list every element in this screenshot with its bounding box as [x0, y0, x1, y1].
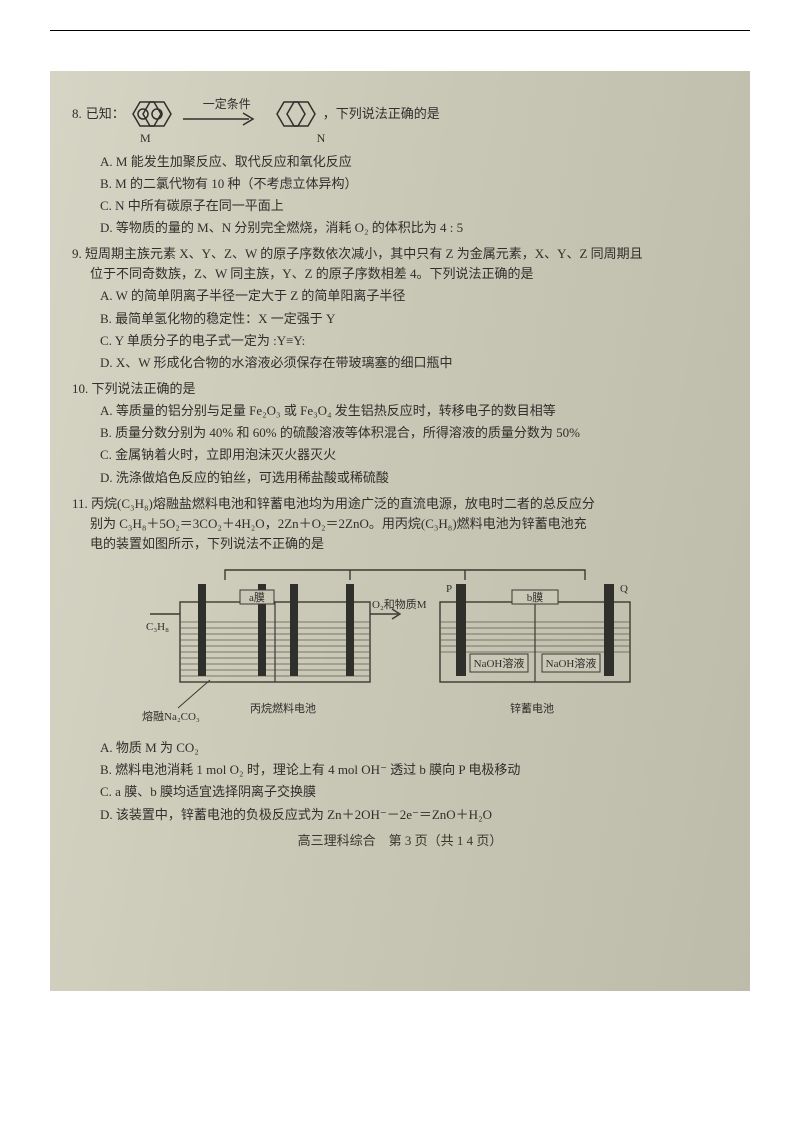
label-right-title: 锌蓄电池 — [510, 701, 554, 715]
top-rule — [50, 30, 750, 31]
question-11: 11. 丙烷(C₃H₈)熔融盐燃料电池和锌蓄电池均为用途广泛的直流电源，放电时二… — [72, 494, 728, 825]
q10-stem-row: 10. 下列说法正确的是 — [72, 379, 728, 399]
q11-stem-row1: 11. 丙烷(C₃H₈)熔融盐燃料电池和锌蓄电池均为用途广泛的直流电源，放电时二… — [72, 494, 728, 514]
label-a-membrane: a膜 — [249, 591, 265, 604]
label-c3h8: C₃H₈ — [146, 621, 169, 633]
q11-optC: C. a 膜、b 膜均适宜选择阴离子交换膜 — [100, 782, 728, 802]
q11-optD: D. 该装置中，锌蓄电池的负极反应式为 Zn＋2OH⁻－2e⁻＝ZnO＋H₂O — [100, 805, 728, 825]
q11-optB: B. 燃料电池消耗 1 mol O₂ 时，理论上有 4 mol OH⁻ 透过 b… — [100, 760, 728, 780]
q10-optB: B. 质量分数分别为 40% 和 60% 的硫酸溶液等体积混合，所得溶液的质量分… — [100, 423, 728, 443]
q8-optB: B. M 的二氯代物有 10 种（不考虑立体异构） — [100, 174, 728, 194]
q8-label-m: M — [140, 129, 151, 148]
q8-optC: C. N 中所有碳原子在同一平面上 — [100, 196, 728, 216]
q9-stem: 9. 短周期主族元素 X、Y、Z、W 的原子序数依次减小，其中只有 Z 为金属元… — [72, 244, 728, 264]
question-8: 8. 已知： 一定条件 — [72, 97, 728, 238]
question-10: 10. 下列说法正确的是 A. 等质量的铝分别与足量 Fe₂O₃ 或 Fe₃O₄… — [72, 379, 728, 488]
label-naoh-l: NaOH溶液 — [474, 656, 525, 670]
q9-stem2: 位于不同奇数族，Z、W 同主族，Y、Z 的原子序数相差 4。下列说法正确的是 — [72, 264, 728, 284]
scanned-page: 8. 已知： 一定条件 — [50, 71, 750, 991]
naphthalene-icon — [129, 97, 175, 131]
label-left-title: 丙烷燃料电池 — [250, 701, 316, 715]
q11-stem2: 别为 C₃H₈＋5O₂＝3CO₂＋4H₂O，2Zn＋O₂＝2ZnO。用丙烷(C₃… — [72, 514, 728, 534]
q11-optA: A. 物质 M 为 CO₂ — [100, 738, 728, 758]
label-p: P — [446, 583, 452, 595]
label-b-membrane: b膜 — [527, 591, 544, 604]
q8-arrow-label: 一定条件 — [203, 95, 251, 114]
q9-optC: C. Y 单质分子的电子式一定为 :Y≡Y: — [100, 331, 728, 351]
page-frame: 8. 已知： 一定条件 — [0, 0, 800, 1132]
q9-number: 9. — [72, 246, 82, 261]
q11-stem1: 丙烷(C₃H₈)熔融盐燃料电池和锌蓄电池均为用途广泛的直流电源，放电时二者的总反… — [91, 496, 595, 511]
q8-lead-pre: 已知： — [86, 104, 125, 124]
q9-stem1: 短周期主族元素 X、Y、Z、W 的原子序数依次减小，其中只有 Z 为金属元素，X… — [85, 246, 643, 261]
q8-optA: A. M 能发生加聚反应、取代反应和氧化反应 — [100, 152, 728, 172]
decalin-icon — [273, 97, 319, 131]
q10-number: 10. — [72, 381, 88, 396]
page-footer: 高三理科综合 第 3 页（共 1 4 页） — [72, 831, 728, 851]
q8-number: 8. — [72, 104, 82, 124]
q10-optD: D. 洗涤做焰色反应的铂丝，可选用稀盐酸或稀硫酸 — [100, 468, 728, 488]
q9-optD: D. X、W 形成化合物的水溶液必须保存在带玻璃塞的细口瓶中 — [100, 353, 728, 373]
label-o2m: O₂和物质M — [372, 597, 427, 611]
question-9: 9. 短周期主族元素 X、Y、Z、W 的原子序数依次减小，其中只有 Z 为金属元… — [72, 244, 728, 373]
q10-stem: 下列说法正确的是 — [92, 381, 196, 396]
q8-optD: D. 等物质的量的 M、N 分别完全燃烧，消耗 O₂ 的体积比为 4 : 5 — [100, 218, 728, 238]
q11-stem3: 电的装置如图所示，下列说法不正确的是 — [72, 534, 728, 554]
q8-lead-post: ，下列说法正确的是 — [323, 104, 440, 124]
q9-optA: A. W 的简单阴离子半径一定大于 Z 的简单阳离子半径 — [100, 286, 728, 306]
q8-label-n: N — [317, 129, 326, 148]
q11-number: 11. — [72, 496, 88, 511]
q9-optB: B. 最简单氢化物的稳定性：X 一定强于 Y — [100, 309, 728, 329]
label-naoh-r: NaOH溶液 — [546, 656, 597, 670]
q11-diagram: a膜 C₃H₈ O₂和物质M 熔融Na₂CO₃ 丙烷燃料电池 — [72, 562, 728, 732]
q10-optC: C. 金属钠着火时，立即用泡沫灭火器灭火 — [100, 445, 728, 465]
label-molten: 熔融Na₂CO₃ — [142, 709, 200, 723]
fuel-cell-diagram-icon: a膜 C₃H₈ O₂和物质M 熔融Na₂CO₃ 丙烷燃料电池 — [140, 562, 660, 732]
label-q: Q — [620, 583, 628, 595]
q10-optA: A. 等质量的铝分别与足量 Fe₂O₃ 或 Fe₃O₄ 发生铝热反应时，转移电子… — [100, 401, 728, 421]
q8-head: 8. 已知： 一定条件 — [72, 97, 728, 131]
